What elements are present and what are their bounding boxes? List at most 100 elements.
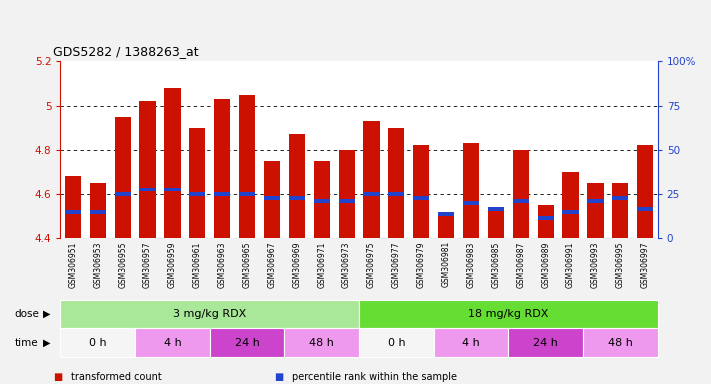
Bar <box>562 210 579 214</box>
Text: 4 h: 4 h <box>164 338 181 348</box>
Text: GSM306967: GSM306967 <box>267 241 277 288</box>
Text: time: time <box>14 338 38 348</box>
Bar <box>363 121 380 238</box>
Text: GSM306997: GSM306997 <box>641 241 650 288</box>
Text: GSM306991: GSM306991 <box>566 241 575 288</box>
Bar <box>438 214 454 238</box>
Bar <box>488 207 504 238</box>
Bar <box>508 328 583 357</box>
Text: 4 h: 4 h <box>462 338 480 348</box>
Text: GSM306995: GSM306995 <box>616 241 625 288</box>
Text: GSM306951: GSM306951 <box>68 241 77 288</box>
Bar <box>239 94 255 238</box>
Bar <box>189 192 205 196</box>
Bar <box>114 117 131 238</box>
Text: GSM306987: GSM306987 <box>516 241 525 288</box>
Bar <box>388 127 405 238</box>
Bar <box>314 199 330 202</box>
Bar <box>562 172 579 238</box>
Bar <box>135 328 210 357</box>
Text: 24 h: 24 h <box>235 338 260 348</box>
Bar <box>214 192 230 196</box>
Bar <box>413 196 429 200</box>
Bar <box>612 196 629 200</box>
Text: 48 h: 48 h <box>309 338 334 348</box>
Bar <box>359 328 434 357</box>
Bar <box>438 212 454 216</box>
Bar <box>488 207 504 211</box>
Bar <box>463 201 479 205</box>
Bar <box>65 176 81 238</box>
Bar <box>60 328 135 357</box>
Bar <box>189 127 205 238</box>
Bar <box>363 192 380 196</box>
Bar <box>587 183 604 238</box>
Bar <box>289 196 305 200</box>
Bar <box>65 210 81 214</box>
Text: percentile rank within the sample: percentile rank within the sample <box>292 372 456 382</box>
Bar <box>114 192 131 196</box>
Text: GSM306977: GSM306977 <box>392 241 401 288</box>
Bar <box>214 99 230 238</box>
Bar <box>314 161 330 238</box>
Bar <box>264 196 280 200</box>
Text: 18 mg/kg RDX: 18 mg/kg RDX <box>468 309 549 319</box>
Text: GSM306969: GSM306969 <box>292 241 301 288</box>
Text: GDS5282 / 1388263_at: GDS5282 / 1388263_at <box>53 45 199 58</box>
Bar <box>239 192 255 196</box>
Bar <box>388 192 405 196</box>
Text: GSM306973: GSM306973 <box>342 241 351 288</box>
Text: GSM306955: GSM306955 <box>118 241 127 288</box>
Text: ▶: ▶ <box>43 309 50 319</box>
Text: GSM306985: GSM306985 <box>491 241 501 288</box>
Text: transformed count: transformed count <box>71 372 162 382</box>
Bar <box>583 328 658 357</box>
Text: GSM306993: GSM306993 <box>591 241 600 288</box>
Text: ■: ■ <box>274 372 283 382</box>
Bar <box>637 207 653 211</box>
Bar <box>359 300 658 328</box>
Bar <box>463 143 479 238</box>
Text: GSM306975: GSM306975 <box>367 241 376 288</box>
Bar <box>164 88 181 238</box>
Bar <box>513 150 529 238</box>
Bar <box>284 328 359 357</box>
Bar <box>413 146 429 238</box>
Text: 48 h: 48 h <box>608 338 633 348</box>
Bar <box>587 199 604 202</box>
Text: GSM306971: GSM306971 <box>317 241 326 288</box>
Text: GSM306953: GSM306953 <box>93 241 102 288</box>
Bar <box>289 134 305 238</box>
Bar <box>264 161 280 238</box>
Text: GSM306963: GSM306963 <box>218 241 227 288</box>
Text: GSM306959: GSM306959 <box>168 241 177 288</box>
Text: 0 h: 0 h <box>89 338 107 348</box>
Text: ▶: ▶ <box>43 338 50 348</box>
Bar <box>139 187 156 192</box>
Bar <box>538 216 554 220</box>
Bar <box>612 183 629 238</box>
Text: GSM306957: GSM306957 <box>143 241 152 288</box>
Bar <box>538 205 554 238</box>
Bar <box>139 101 156 238</box>
Bar <box>513 199 529 202</box>
Text: GSM306965: GSM306965 <box>242 241 252 288</box>
Bar <box>164 187 181 192</box>
Bar <box>434 328 508 357</box>
Text: ■: ■ <box>53 372 63 382</box>
Bar <box>90 183 106 238</box>
Text: 0 h: 0 h <box>387 338 405 348</box>
Text: 24 h: 24 h <box>533 338 558 348</box>
Bar <box>60 300 359 328</box>
Text: GSM306961: GSM306961 <box>193 241 202 288</box>
Bar <box>90 210 106 214</box>
Text: dose: dose <box>14 309 39 319</box>
Text: GSM306979: GSM306979 <box>417 241 426 288</box>
Bar <box>637 146 653 238</box>
Bar <box>210 328 284 357</box>
Text: GSM306983: GSM306983 <box>466 241 476 288</box>
Bar <box>338 199 355 202</box>
Text: GSM306989: GSM306989 <box>541 241 550 288</box>
Text: GSM306981: GSM306981 <box>442 241 451 287</box>
Text: 3 mg/kg RDX: 3 mg/kg RDX <box>173 309 247 319</box>
